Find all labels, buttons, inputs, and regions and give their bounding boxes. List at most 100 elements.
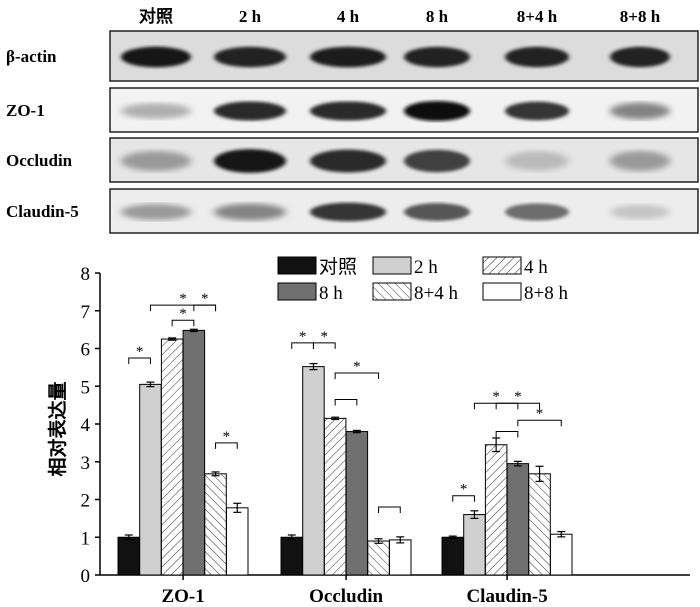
bar xyxy=(367,540,390,576)
blot-band xyxy=(121,150,191,172)
legend-swatch xyxy=(482,256,522,275)
x-tick-label: Occludin xyxy=(309,586,383,607)
legend-label: 8+8 h xyxy=(524,283,568,304)
significance-bracket xyxy=(334,372,380,380)
significance-star: * xyxy=(223,429,231,445)
blot-band xyxy=(310,46,386,68)
legend-swatch xyxy=(482,282,522,301)
lane-label: 8 h xyxy=(426,7,449,26)
blot-band xyxy=(121,103,191,119)
y-tick-label: 3 xyxy=(81,453,91,474)
legend-swatch xyxy=(277,282,317,301)
legend-swatch xyxy=(372,282,412,301)
significance-star: * xyxy=(353,359,361,375)
blot-band xyxy=(505,46,569,68)
y-tick-label: 6 xyxy=(81,340,91,361)
lane-label: 对照 xyxy=(139,6,173,26)
significance-star: * xyxy=(460,482,468,498)
significance-star: * xyxy=(321,329,329,345)
western-blot: 对照 2 h 4 h 8 h 8+4 h 8+8 h β-actin ZO-1 Occludi… xyxy=(6,6,699,234)
bar xyxy=(550,533,573,576)
bar xyxy=(160,338,184,576)
significance-bracket xyxy=(312,342,336,349)
significance-star: * xyxy=(492,389,500,405)
legend-label: 2 h xyxy=(414,257,438,278)
significance-star: * xyxy=(179,291,187,307)
blot-band xyxy=(404,46,470,68)
blot-band xyxy=(610,46,670,68)
y-tick-label: 4 xyxy=(81,415,91,436)
bar xyxy=(484,444,508,576)
significance-star: * xyxy=(136,344,144,360)
blot-band xyxy=(214,203,286,221)
bar xyxy=(323,417,347,576)
y-tick-label: 2 xyxy=(81,491,91,512)
y-tick-label: 1 xyxy=(81,528,91,549)
bar xyxy=(182,329,206,576)
blot-band xyxy=(310,149,386,173)
lane-label: 8+4 h xyxy=(517,7,558,26)
bar xyxy=(441,536,464,576)
significance-star: * xyxy=(299,329,307,345)
x-tick-label: ZO-1 xyxy=(161,586,204,607)
bar xyxy=(345,431,369,576)
protein-label: Occludin xyxy=(6,151,73,170)
bar xyxy=(226,507,249,576)
significance-bracket xyxy=(517,419,562,427)
blot-band xyxy=(121,46,191,68)
lane-label: 2 h xyxy=(239,7,262,26)
blot-band xyxy=(310,101,386,121)
blot-band xyxy=(505,203,569,221)
protein-label: ZO-1 xyxy=(6,101,45,120)
blot-strip xyxy=(109,87,699,133)
legend-label: 8+4 h xyxy=(414,283,458,304)
legend-label: 4 h xyxy=(524,257,548,278)
bar xyxy=(506,463,530,576)
lane-label: 4 h xyxy=(337,7,360,26)
legend-swatch xyxy=(277,256,317,275)
y-tick-label: 0 xyxy=(81,566,91,587)
significance-bracket xyxy=(193,304,217,312)
legend-swatch xyxy=(372,256,412,275)
blot-strip xyxy=(109,137,699,183)
blot-band xyxy=(310,202,386,222)
significance-bracket xyxy=(171,319,195,327)
significance-bracket xyxy=(128,357,151,364)
y-tick-label: 5 xyxy=(81,377,91,398)
bar xyxy=(139,383,162,576)
legend-label: 对照 xyxy=(319,256,357,278)
blot-band xyxy=(610,102,670,120)
blot-strip xyxy=(109,30,699,82)
significance-bracket xyxy=(215,442,238,449)
significance-bracket xyxy=(495,431,519,438)
significance-star: * xyxy=(514,389,522,405)
bar xyxy=(204,473,227,576)
protein-label: Claudin-5 xyxy=(6,202,79,221)
blot-band xyxy=(404,203,470,221)
significance-star: * xyxy=(179,306,187,322)
lane-label: 8+8 h xyxy=(620,7,661,26)
blot-band xyxy=(214,149,286,173)
blot-band xyxy=(505,101,569,121)
blot-band xyxy=(214,101,286,121)
significance-bracket xyxy=(378,506,401,514)
blot-strip xyxy=(109,188,699,234)
blot-band xyxy=(214,46,286,68)
bar xyxy=(117,536,140,576)
blot-band xyxy=(610,150,670,172)
legend-label: 8 h xyxy=(319,283,343,304)
x-tick-label: Claudin-5 xyxy=(466,586,547,607)
blot-band xyxy=(121,203,191,221)
significance-star: * xyxy=(536,406,544,422)
y-tick-label: 8 xyxy=(81,264,91,285)
protein-label: β-actin xyxy=(6,47,57,66)
bar xyxy=(302,366,325,576)
bar xyxy=(528,473,551,576)
y-axis-label: 相对表达量 xyxy=(46,381,69,476)
bar xyxy=(280,536,303,576)
bar xyxy=(463,514,486,576)
significance-bracket xyxy=(334,398,358,406)
significance-bracket xyxy=(452,495,475,502)
